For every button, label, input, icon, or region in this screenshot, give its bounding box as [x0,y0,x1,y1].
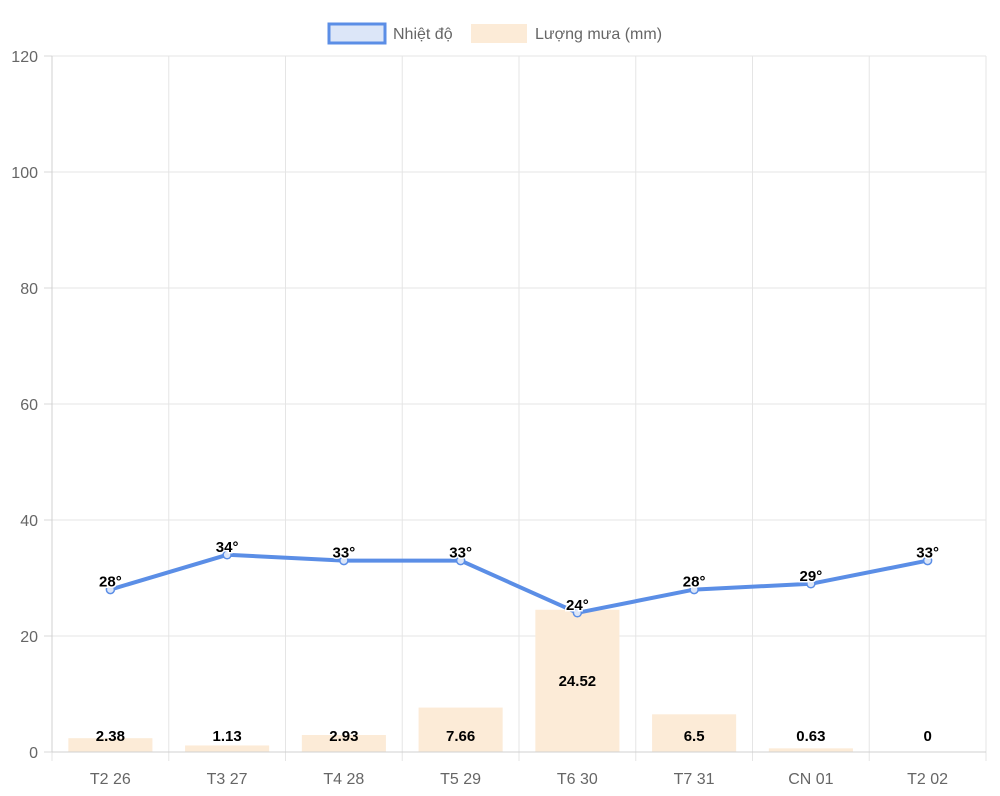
temperature-data-label: 33° [916,545,939,562]
rainfall-data-label: 0 [923,728,931,745]
rainfall-data-label: 7.66 [446,728,475,745]
x-tick-label: CN 01 [788,771,833,788]
x-tick-label: T2 02 [907,771,948,788]
temperature-point [572,608,583,618]
legend: Nhiệt độ Lượng mưa (mm) [327,22,662,45]
legend-label-temperature[interactable]: Nhiệt độ [393,26,453,43]
x-tick-label: T7 31 [674,771,715,788]
y-tick-label: 0 [29,745,38,762]
temperature-data-label: 34° [216,539,239,556]
x-tick-label: T2 26 [90,771,131,788]
y-tick-label: 100 [11,165,38,182]
temperature-point [105,584,116,595]
rainfall-data-label: 2.38 [96,728,125,745]
y-tick-label: 20 [20,629,38,646]
temperature-data-label: 29° [800,568,823,585]
temperature-line [108,552,930,615]
rainfall-bar [418,707,503,752]
rainfall-data-label: 6.5 [684,728,705,745]
rainfall-bar [185,745,270,752]
grid-layer [51,55,987,761]
temperature-point [455,555,466,566]
rainfall-bar [301,735,386,752]
y-tick-label: 120 [11,49,38,66]
line-layer [105,550,933,618]
bar-layer [68,609,853,752]
temperature-data-label: 24° [566,597,589,614]
temperature-point [689,584,699,595]
temperature-point [922,555,933,566]
temperature-point [222,550,232,560]
rainfall-bar [535,609,620,752]
y-tick-label: 60 [20,397,38,414]
x-tick-label: T5 29 [440,771,481,788]
temperature-data-label: 28° [683,574,706,591]
legend-label-rainfall[interactable]: Lượng mưa (mm) [535,26,662,43]
y-tick-label: 80 [20,281,38,298]
temperature-data-label: 33° [333,545,356,562]
rainfall-data-label: 1.13 [213,728,242,745]
x-tick-label: T4 28 [323,771,364,788]
x-tick-label: T6 30 [557,771,598,788]
legend-swatch-temperature[interactable] [327,22,387,45]
y-tick-label: 40 [20,513,38,530]
x-tick-label: T3 27 [207,771,248,788]
temperature-point [339,555,349,566]
rainfall-data-label: 24.52 [559,673,597,690]
rainfall-data-label: 2.93 [329,728,358,745]
rainfall-data-label: 0.63 [796,728,825,745]
axis-layer: 0 20 40 60 80 100 120 T2 26 T3 27 T4 28 T5 29 T6 30… [11,49,986,788]
temperature-data-label: 28° [99,574,122,591]
rainfall-bar [68,738,153,752]
legend-swatch-rainfall[interactable] [471,24,527,43]
label-layer: 2.38 1.13 2.93 7.66 24.52 6.5 0.63 0 28° 34° 33° 33… [96,537,941,745]
temperature-point [806,579,816,589]
rainfall-bar [768,748,853,752]
rainfall-bar [652,714,737,752]
temperature-data-label: 33° [449,545,472,562]
